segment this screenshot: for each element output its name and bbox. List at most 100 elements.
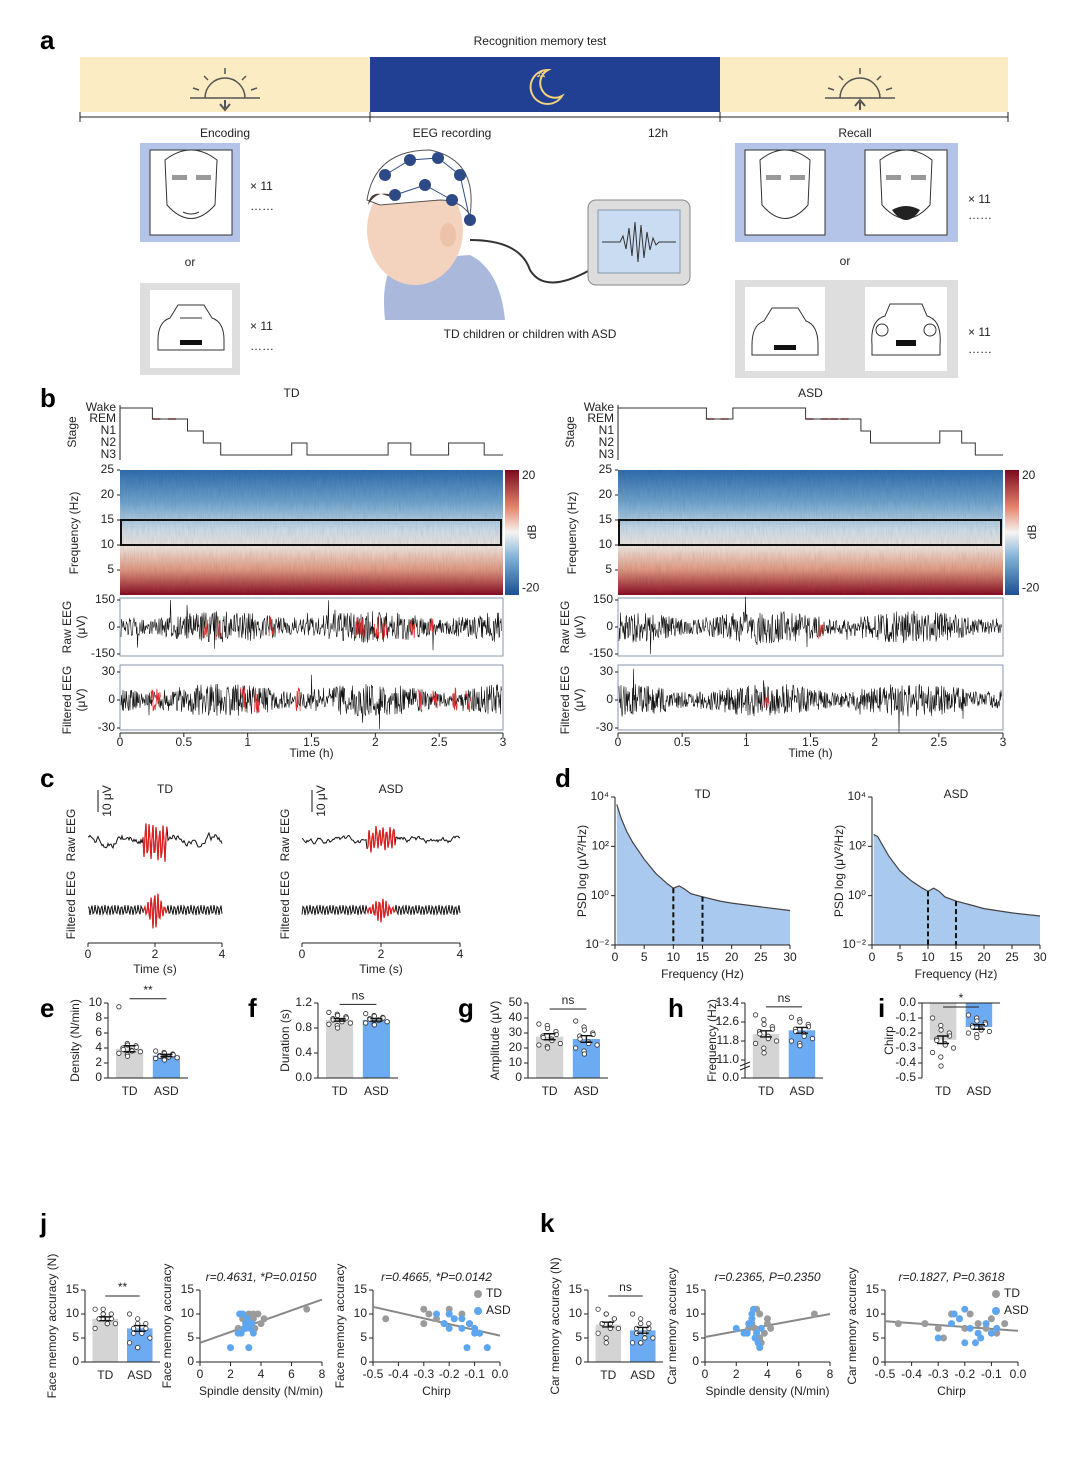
scatter-point <box>420 1320 428 1328</box>
repeat-label: × 11 <box>250 179 273 193</box>
spindle-burst <box>382 619 388 639</box>
spindle-burst <box>155 688 161 708</box>
time-tick-label: 2 <box>378 947 385 961</box>
data-point <box>129 1048 135 1054</box>
y-tick-label: 15 <box>354 1282 368 1296</box>
y-tick-label: 0 <box>515 1070 522 1084</box>
scatter-point <box>966 1324 974 1332</box>
category-label: TD <box>542 1084 558 1098</box>
scatter-point <box>240 1324 248 1332</box>
scatter-point <box>746 1320 754 1328</box>
x-tick-label: -0.3 <box>413 1367 434 1381</box>
data-point <box>120 1046 126 1053</box>
annotation: r=0.1827, P=0.3618 <box>898 1270 1004 1284</box>
car-card <box>140 283 240 375</box>
eeg-tick-label: 150 <box>593 592 613 606</box>
x-tick-label: -0.1 <box>464 1367 485 1381</box>
data-point <box>929 1049 936 1056</box>
y-tick-label: -0.1 <box>895 1010 916 1024</box>
x-tick-label: 20 <box>725 950 739 964</box>
x-tick-label: 0 <box>702 1367 709 1381</box>
data-point <box>629 1311 636 1317</box>
y-tick-label: 50 <box>509 995 523 1009</box>
hypnogram <box>120 407 503 456</box>
scatter-point <box>243 1315 251 1323</box>
y-tick-label: 5 <box>360 1330 367 1344</box>
y-tick-label: 15 <box>569 1282 583 1296</box>
x-tick-label: -0.5 <box>875 1367 896 1381</box>
y-axis-label: Car memory accuracy (N) <box>548 1257 562 1394</box>
data-point <box>788 1014 795 1020</box>
panel-letter: j <box>39 1208 47 1238</box>
y-tick-label: 0 <box>95 1070 102 1084</box>
error-bar <box>602 1321 615 1328</box>
moon-icon <box>529 68 565 105</box>
data-point <box>752 1012 759 1018</box>
spindle-burst <box>254 687 260 713</box>
time-tick-label: 2 <box>871 735 878 749</box>
data-point <box>135 1345 141 1351</box>
data-point <box>92 1325 98 1332</box>
y-tick-label: 11.0 <box>717 1052 740 1066</box>
time-tick-label: 1.5 <box>802 735 819 749</box>
error-bar <box>160 1053 173 1058</box>
stage-label: REM <box>89 411 116 425</box>
freq-axis-label: Frequency (Hz) <box>67 492 81 575</box>
cbar-label: dB <box>525 525 539 540</box>
annotation: r=0.2365, P=0.2350 <box>714 1270 820 1284</box>
freq-tick-label: 5 <box>605 562 612 576</box>
spindle-burst <box>409 619 416 639</box>
scatter-point <box>971 1339 979 1347</box>
data-point <box>100 1306 106 1312</box>
data-point <box>363 1011 369 1017</box>
scatter-point <box>382 1315 390 1323</box>
eeg-axis-unit: (μV) <box>74 689 88 712</box>
stage-label: N2 <box>599 435 615 449</box>
colorbar <box>505 470 519 595</box>
y-tick-label: 13.4 <box>716 995 740 1009</box>
y-tick-label: 5 <box>72 1330 79 1344</box>
c-filtered-label: Filtered EEG <box>278 871 292 940</box>
scatter-point <box>1001 1320 1009 1328</box>
y-axis-label: Chirp <box>882 1026 896 1055</box>
eeg-tick-label: -30 <box>596 720 614 734</box>
data-point <box>950 1045 957 1051</box>
error-bar <box>543 1033 556 1041</box>
time-tick-label: 3 <box>1000 735 1007 749</box>
x-tick-label: 15 <box>949 950 963 964</box>
freq-tick-label: 10 <box>101 537 115 551</box>
x-tick-label: 4 <box>764 1367 771 1381</box>
bar <box>362 1019 390 1078</box>
data-point <box>982 1021 989 1027</box>
c-filtered-label: Filtered EEG <box>64 871 78 940</box>
freq-tick-label: 20 <box>599 487 613 501</box>
time-tick-label: 4 <box>457 947 464 961</box>
data-point <box>970 1024 976 1030</box>
x-tick-label: 0 <box>869 950 876 964</box>
data-point <box>116 1050 122 1056</box>
cbar-tick-label: -20 <box>522 581 540 595</box>
category-label: ASD <box>630 1368 655 1382</box>
data-point <box>801 1033 807 1039</box>
x-tick-label: 5 <box>641 950 648 964</box>
scatter-point <box>934 1334 942 1342</box>
scatter-point <box>743 1329 751 1337</box>
data-point <box>143 1321 149 1327</box>
data-point <box>573 1018 579 1024</box>
scatter-point <box>471 1324 479 1332</box>
y-tick-label: 0.0 <box>722 1070 739 1084</box>
x-tick-label: 30 <box>783 950 797 964</box>
scale-bar-label: 10 μV <box>314 785 328 817</box>
time-tick-label: 2.5 <box>930 735 947 749</box>
legend-marker <box>474 1307 482 1315</box>
eeg-label: EEG recording <box>413 126 492 140</box>
y-tick-label: 0 <box>575 1354 582 1368</box>
scatter-point <box>993 1329 1001 1337</box>
data-point <box>757 1031 763 1037</box>
scatter-point <box>227 1344 234 1352</box>
x-tick-label: 10 <box>921 950 935 964</box>
data-point <box>938 1027 944 1033</box>
data-point <box>116 1004 122 1010</box>
spindle-burst <box>215 617 221 639</box>
data-point <box>577 1036 583 1042</box>
